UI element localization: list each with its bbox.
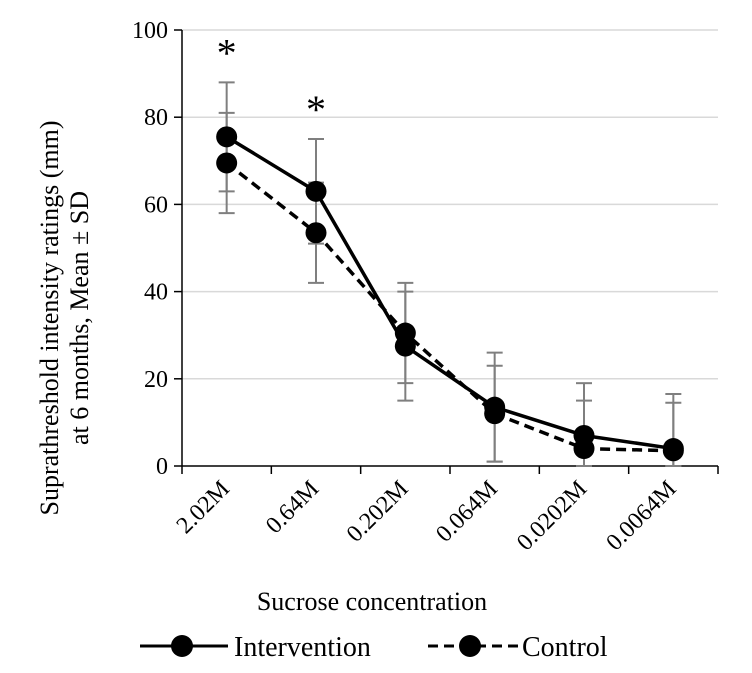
series-line-intervention: [225, 135, 674, 451]
y-tick-labels: 0 20 40 60 80 100: [132, 18, 168, 480]
legend-intervention-label: Intervention: [234, 632, 371, 663]
x-tick-label: 0.0064M: [601, 476, 681, 556]
significance-asterisk: *: [217, 30, 237, 75]
legend-control-marker: [459, 635, 481, 657]
series-lines: [225, 135, 674, 453]
data-point-intervention: [305, 180, 327, 202]
y-axis-title-line1: Suprathreshold intensity ratings (mm): [35, 120, 64, 515]
legend: Intervention Control: [140, 632, 608, 663]
axes: [174, 29, 719, 474]
x-tick-label: 0.064M: [431, 476, 503, 548]
data-point-intervention: [216, 126, 238, 148]
x-tick-label: 2.02M: [172, 476, 235, 539]
data-point-control: [484, 403, 506, 425]
data-point-control: [394, 322, 416, 344]
y-tick-label: 60: [144, 192, 168, 218]
x-tick-label: 0.0202M: [512, 476, 592, 556]
y-tick-label: 0: [156, 454, 168, 480]
significance-markers: **: [217, 30, 326, 132]
data-point-control: [573, 438, 595, 460]
x-tick-label: 0.64M: [261, 476, 324, 539]
x-axis-title: Sucrose concentration: [257, 587, 487, 616]
y-tick-label: 100: [132, 18, 168, 44]
significance-asterisk: *: [306, 87, 326, 132]
legend-intervention-marker: [171, 635, 193, 657]
y-tick-label: 20: [144, 367, 168, 393]
x-tick-label: 0.202M: [342, 476, 414, 548]
y-axis-title-line2: at 6 months, Mean ± SD: [65, 191, 94, 445]
y-tick-label: 80: [144, 105, 168, 131]
data-point-control: [305, 222, 327, 244]
data-point-control: [662, 440, 684, 462]
x-tick-labels: 2.02M 0.64M 0.202M 0.064M 0.0202M 0.0064M: [172, 476, 682, 556]
data-point-control: [216, 152, 238, 174]
y-tick-label: 40: [144, 280, 168, 306]
series-line-control: [225, 161, 674, 453]
error-bars: [218, 81, 682, 467]
gridlines: [182, 29, 718, 380]
legend-control-label: Control: [522, 632, 608, 663]
series-markers: [216, 126, 684, 462]
